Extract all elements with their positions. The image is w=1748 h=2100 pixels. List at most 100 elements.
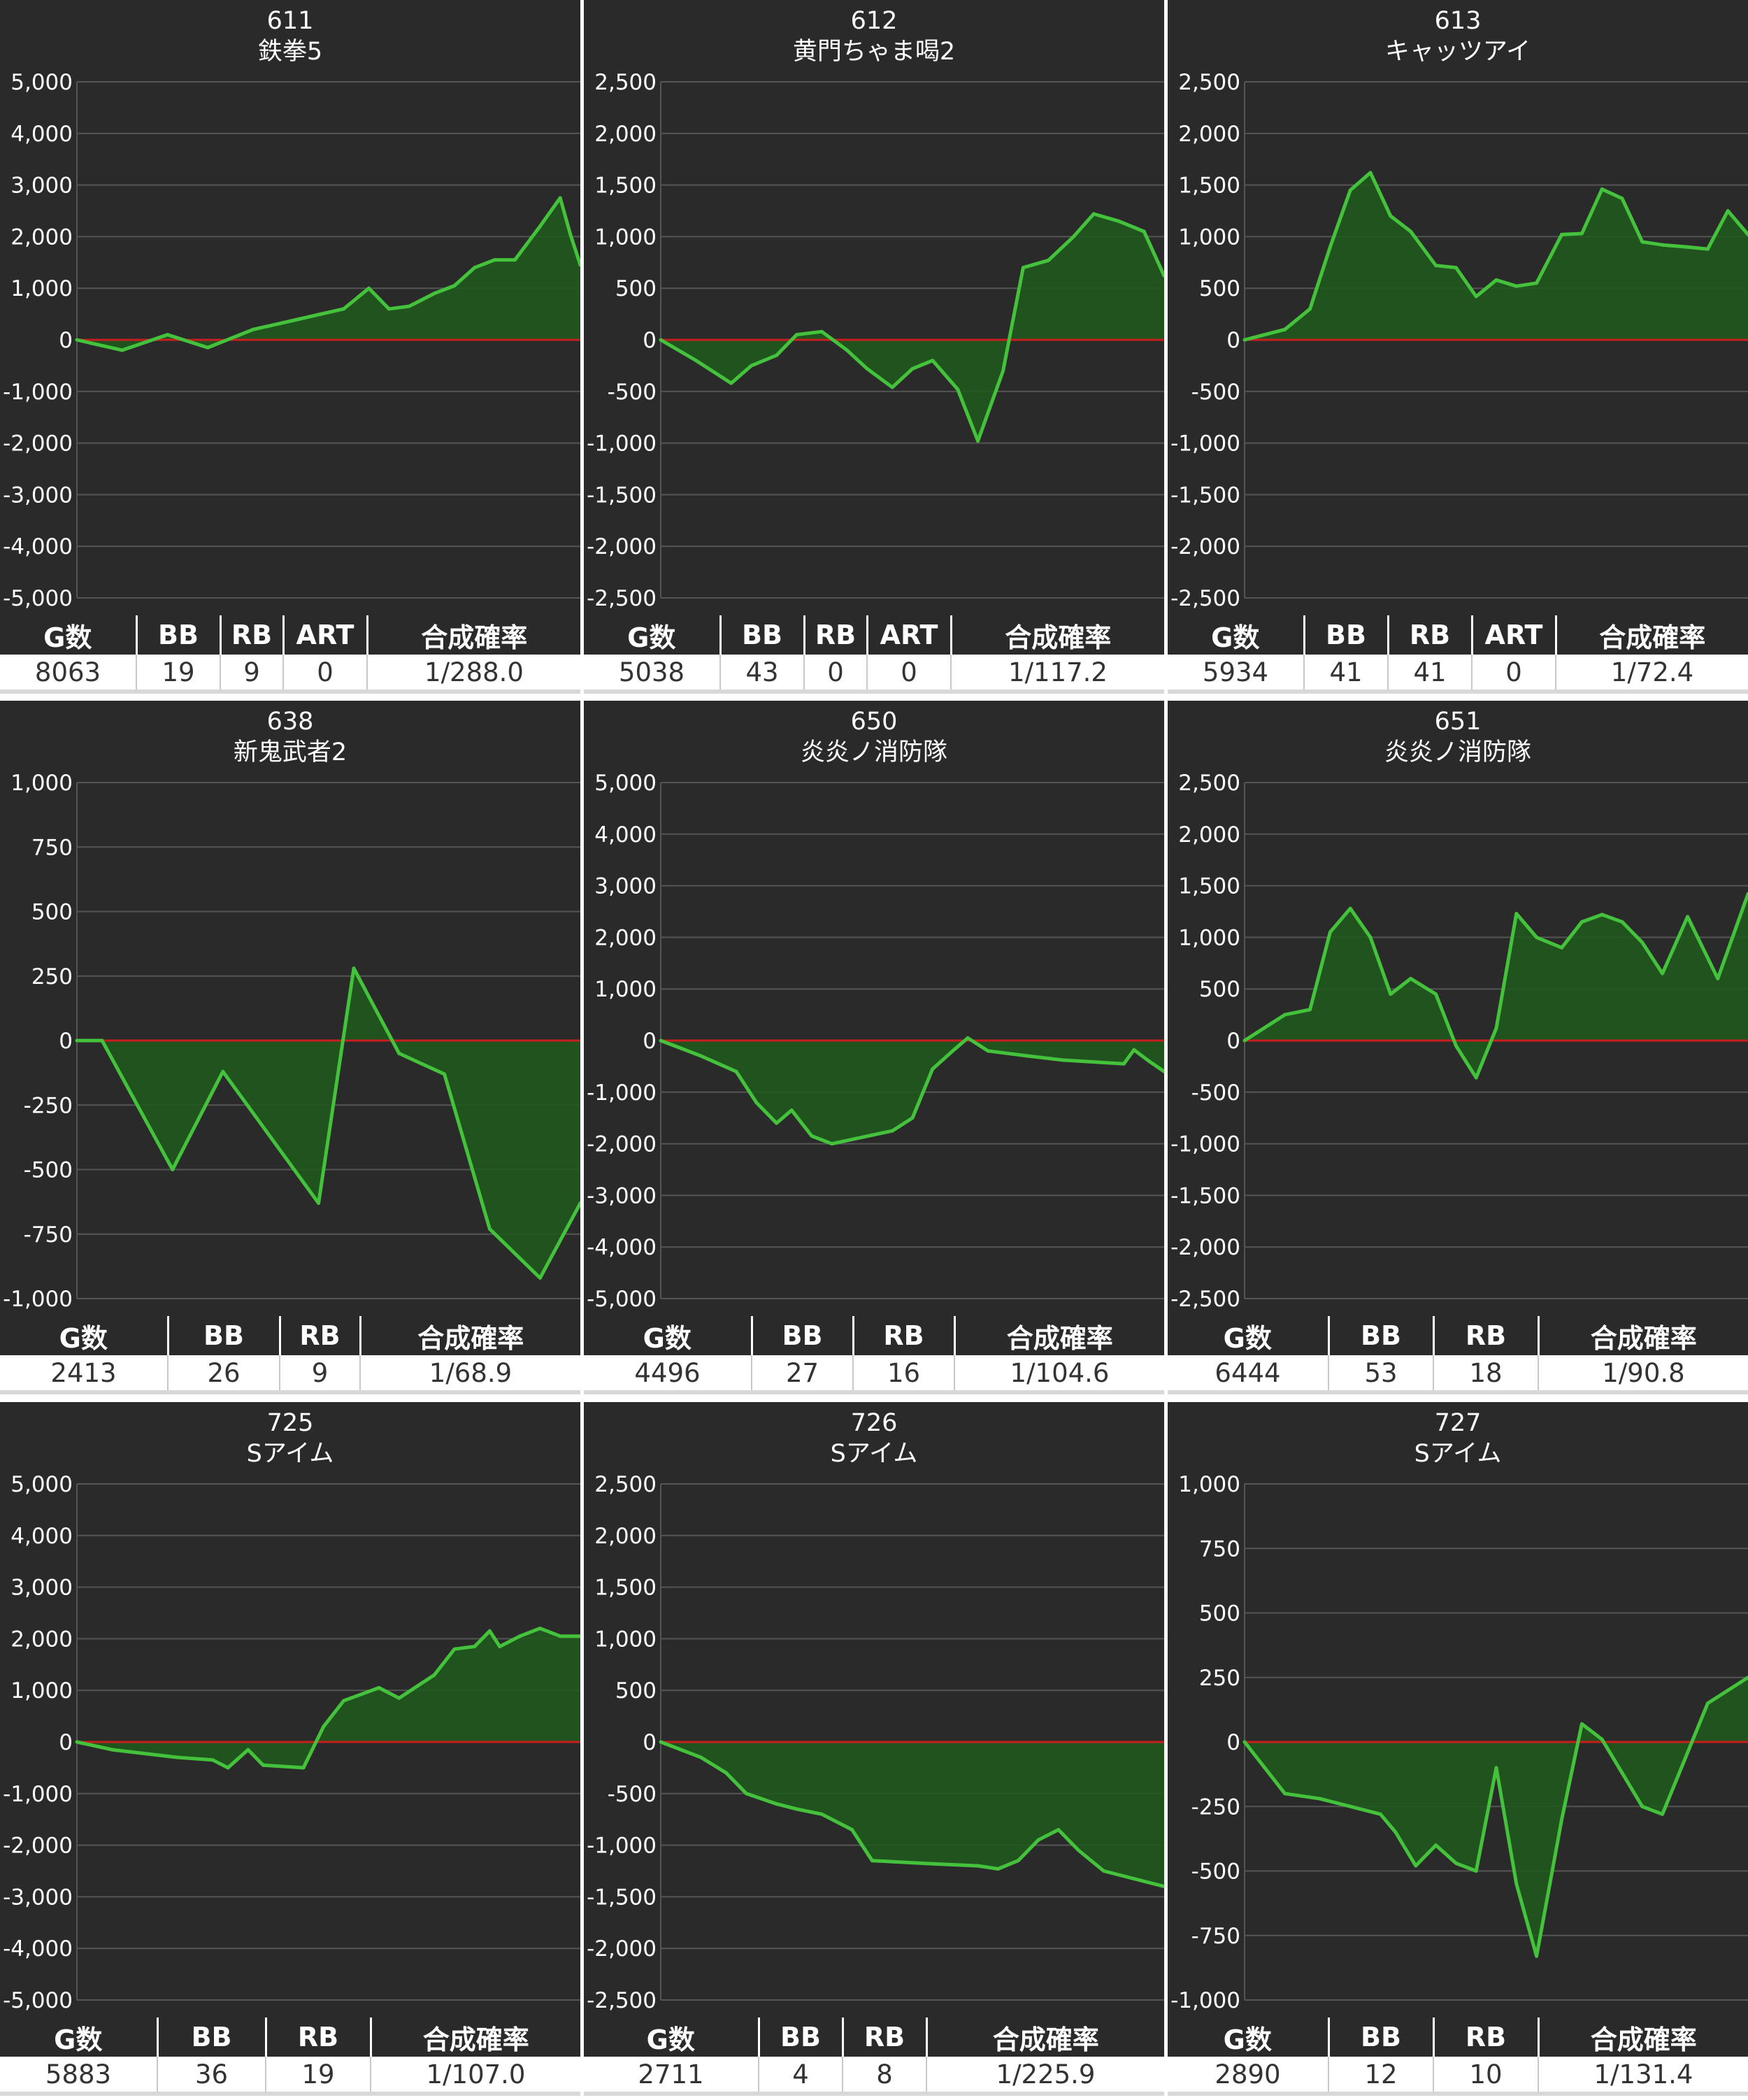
y-tick-label: -4,000 xyxy=(3,1936,73,1962)
series-line xyxy=(1243,1676,1748,1958)
data-point xyxy=(558,196,562,200)
stats-table: G数 BB RB 合成確率 2711 4 8 1/225.9 xyxy=(584,2017,1164,2096)
data-point xyxy=(1661,243,1665,247)
data-point xyxy=(1308,1008,1312,1012)
data-point xyxy=(1454,1043,1458,1048)
data-point xyxy=(352,966,356,971)
data-point xyxy=(513,258,517,262)
stats-table: G数 BB RB 合成確率 4496 27 16 1/104.6 xyxy=(584,1316,1164,1394)
data-point xyxy=(1514,1882,1519,1886)
data-point xyxy=(1077,1848,1081,1852)
data-point xyxy=(558,1634,562,1638)
data-point xyxy=(296,317,301,321)
stats-table: G数 BB RB 合成確率 6444 53 18 1/90.8 xyxy=(1168,1316,1748,1394)
data-point xyxy=(794,333,798,337)
data-point xyxy=(1640,941,1645,945)
data-point xyxy=(1454,266,1458,270)
data-point xyxy=(1328,930,1332,934)
data-point xyxy=(1620,920,1624,924)
y-tick-label: 250 xyxy=(1199,1666,1240,1691)
stats-value: 0 xyxy=(866,655,951,694)
y-tick-label: 1,000 xyxy=(10,276,73,301)
y-tick-label: 2,000 xyxy=(1178,122,1240,147)
data-point xyxy=(1600,187,1604,191)
y-tick-label: -500 xyxy=(1191,380,1240,405)
data-point xyxy=(1705,1701,1710,1706)
data-point xyxy=(473,1645,477,1648)
data-point xyxy=(1091,212,1096,216)
stats-table: G数 BB RB 合成確率 2413 26 9 1/68.9 xyxy=(0,1316,580,1394)
machine-panel-613: 613 キャッツアイ 2,500 2,000 1,500 1,000 500 0 -500 -1,… xyxy=(1168,0,1748,694)
data-point xyxy=(1283,1013,1287,1017)
data-point xyxy=(1640,1804,1645,1808)
stats-header: G数 xyxy=(0,2017,157,2057)
data-point xyxy=(1026,1054,1031,1058)
data-point xyxy=(473,266,477,270)
data-point xyxy=(1726,209,1730,213)
data-point xyxy=(1434,264,1438,268)
data-point xyxy=(819,329,824,334)
data-point xyxy=(75,1740,79,1744)
data-point xyxy=(1474,1076,1478,1080)
data-point xyxy=(1283,1792,1287,1796)
y-tick-label: 500 xyxy=(615,276,657,301)
y-tick-label: 2,000 xyxy=(10,224,73,250)
stats-value: 1/131.4 xyxy=(1538,2057,1748,2096)
area-fill xyxy=(77,1628,580,1768)
stats-header: G数 xyxy=(1168,2017,1328,2057)
y-tick-label: 750 xyxy=(1199,1536,1240,1562)
data-point xyxy=(1560,1817,1564,1822)
data-point xyxy=(397,1696,401,1700)
stats-header: 合成確率 xyxy=(1537,1316,1748,1355)
data-point xyxy=(1263,333,1267,337)
machine-panel-612: 612 黄門ちゃま喝2 2,500 2,000 1,500 1,000 500 0 -500 -1… xyxy=(584,0,1164,694)
y-tick-label: 1,500 xyxy=(1178,173,1240,199)
data-point xyxy=(1016,1859,1020,1863)
stats-value-row: 5883 36 19 1/107.0 xyxy=(0,2057,580,2096)
data-point xyxy=(1389,214,1393,218)
data-point xyxy=(538,224,542,229)
machine-number: 726 xyxy=(850,1409,898,1437)
data-point xyxy=(1021,266,1025,270)
data-point xyxy=(724,1771,729,1775)
y-tick-label: -750 xyxy=(1191,1924,1240,1949)
data-point xyxy=(794,1807,798,1811)
data-point xyxy=(538,1627,542,1631)
stats-value: 10 xyxy=(1433,2057,1538,2096)
data-point xyxy=(890,385,894,390)
stats-header: 合成確率 xyxy=(366,615,580,655)
y-tick-label: 500 xyxy=(1199,1601,1240,1627)
data-point xyxy=(367,286,371,290)
y-tick-label: 3,000 xyxy=(10,173,73,199)
y-tick-label: 1,000 xyxy=(1178,224,1240,250)
stats-value: 9 xyxy=(220,655,283,694)
area-fill xyxy=(1245,1677,1748,1957)
y-tick-label: 500 xyxy=(31,900,73,925)
machine-panel-725: 725 Sアイム 5,000 4,000 3,000 2,000 1,000 0 -1,000 -… xyxy=(0,1402,580,2096)
y-tick-label: -2,500 xyxy=(587,586,657,611)
data-point xyxy=(1620,1771,1624,1775)
data-point xyxy=(1454,1861,1458,1865)
data-point xyxy=(1686,245,1690,249)
stats-value-row: 5934 41 41 0 1/72.4 xyxy=(1168,655,1748,694)
stats-header-row: G数 BB RB 合成確率 xyxy=(584,1316,1164,1355)
stats-value: 18 xyxy=(1433,1355,1538,1394)
data-point xyxy=(976,1864,980,1868)
data-point xyxy=(1579,920,1584,924)
data-point xyxy=(819,1812,824,1816)
data-point xyxy=(1242,1740,1247,1744)
line-chart: 2,500 2,000 1,500 1,000 500 0 -500 -1,000 -1,500… xyxy=(587,70,1164,611)
data-point xyxy=(1494,1766,1498,1770)
stats-table: G数 BB RB 合成確率 2890 12 10 1/131.4 xyxy=(1168,2017,1748,2096)
y-tick-label: 2,500 xyxy=(1178,771,1240,796)
stats-header-row: G数 BB RB 合成確率 xyxy=(0,2017,580,2057)
data-point xyxy=(699,1054,703,1058)
data-point xyxy=(1071,234,1075,238)
data-point xyxy=(699,1755,703,1759)
data-point xyxy=(1661,1812,1665,1816)
series-line xyxy=(660,1036,1164,1146)
data-point xyxy=(443,1072,447,1076)
data-point xyxy=(694,359,698,362)
stats-value: 41 xyxy=(1387,655,1472,694)
y-tick-label: 0 xyxy=(59,328,73,353)
